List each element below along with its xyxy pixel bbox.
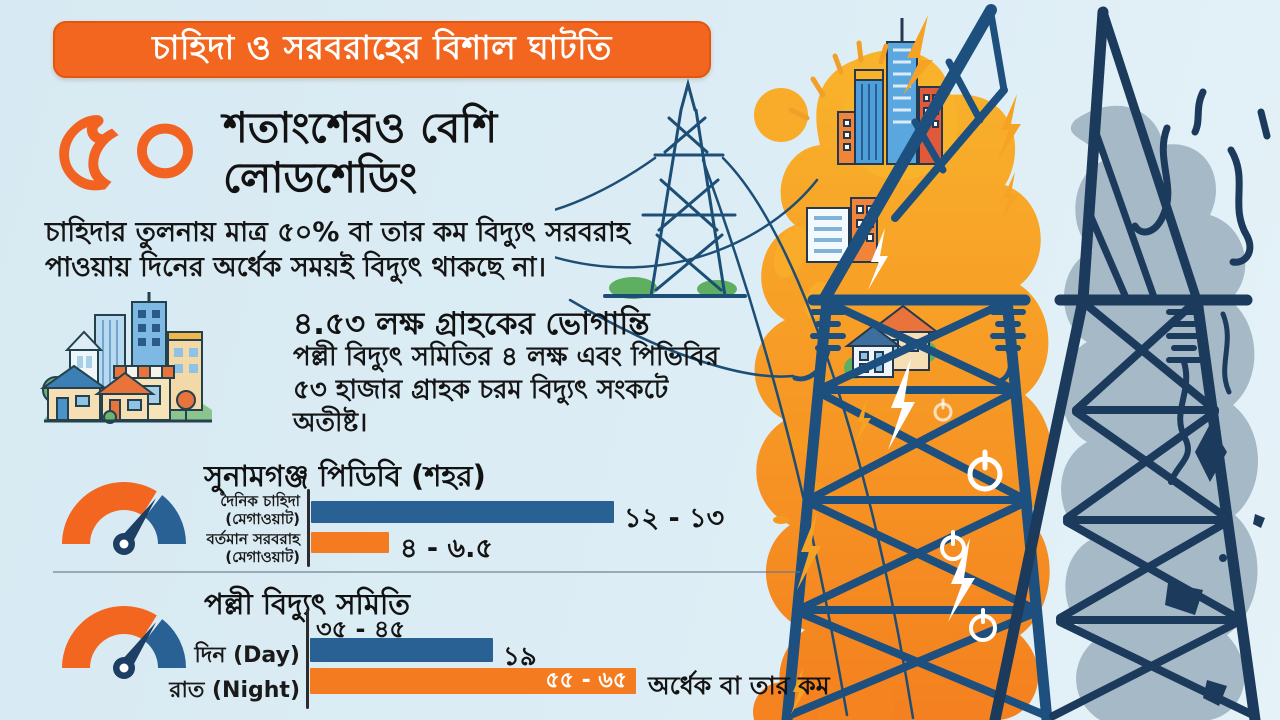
chart2-bar-night-value: ৫৫ - ৬৫: [545, 667, 627, 693]
debris-fragments: [1165, 424, 1265, 706]
impact-line1: পল্লী বিদ্যুৎ সমিতির ৪ লক্ষ এবং পিভিবির: [293, 342, 720, 372]
chart2-bar-night-note: অর্ধেক বা তার কম: [648, 671, 830, 700]
chart1-bar1-label: দৈনিক চাহিদা (মেগাওয়াট): [220, 492, 300, 528]
power-button-icons: [933, 398, 1003, 642]
headline-line1: শতাংশেরও বেশি: [223, 103, 498, 152]
sun-icon: [754, 88, 808, 142]
front-tower: [781, 4, 1053, 720]
chart2-bar-day: [310, 638, 493, 662]
white-lightning-icons: [868, 228, 975, 622]
impact-line3: অতীষ্ট।: [293, 408, 368, 439]
section-divider: [53, 571, 800, 573]
chart2-axis: [306, 609, 309, 709]
impact-body: পল্লী বিদ্যুৎ সমিতির ৪ লক্ষ এবং পিভিবির …: [293, 341, 719, 440]
chart1-title: সুনামগঞ্জ পিডিবি (শহর): [204, 459, 486, 493]
headline-banner: চাহিদা ও সরবরাহের বিশাল ঘাটতি: [53, 21, 711, 78]
chart1-bar-demand-value: ১২ - ১৩: [624, 503, 725, 534]
right-tower: [989, 6, 1261, 720]
headline-line2: লোডশেডিং: [223, 153, 418, 203]
headline-text: শতাংশেরও বেশি লোডশেডিং: [223, 103, 497, 204]
chart1-bar-supply-value: ৪ - ৬.৫: [400, 533, 493, 564]
chart1-bar-demand: [311, 501, 614, 523]
chart1-axis: [307, 489, 310, 567]
power-crisis-illustration: [555, 4, 1271, 720]
intro-line1: চাহিদার তুলনায় মাত্র ৫০% বা তার কম বিদ্…: [45, 217, 630, 248]
impact-line2: ৫৩ হাজার গ্রাহক চরম বিদ্যুৎ সংকটে: [293, 375, 669, 406]
city-illustration: [40, 292, 212, 424]
impact-title: ৪.৫৩ লক্ষ গ্রাহকের ভোগান্তি: [293, 306, 650, 342]
chart2-bar-day-value: ১৯: [503, 642, 537, 672]
intro-line2: পাওয়ায় দিনের অর্ধেক সময়ই বিদ্যুৎ থাকছ…: [45, 251, 547, 283]
chart2-bar2-label: রাত (Night): [169, 678, 300, 703]
gauge-icon: [62, 482, 187, 555]
chart1-bar-supply: [311, 532, 389, 553]
chart2-bar1-label: দিন (Day): [194, 643, 300, 668]
gauge-icon: [62, 606, 187, 679]
sun-ray-dashes: [788, 40, 889, 121]
big-percent-number: ৫০: [50, 80, 204, 218]
chart2-bar-night: ৫৫ - ৬৫: [310, 668, 636, 694]
orange-lightning-icons: [791, 15, 1021, 714]
broken-wires: [1131, 88, 1271, 266]
chart1-bar2-label: বর্তমান সরবরাহ (মেগাওয়াট): [206, 530, 300, 566]
intro-paragraph: চাহিদার তুলনায় মাত্র ৫০% বা তার কম বিদ্…: [45, 216, 630, 285]
